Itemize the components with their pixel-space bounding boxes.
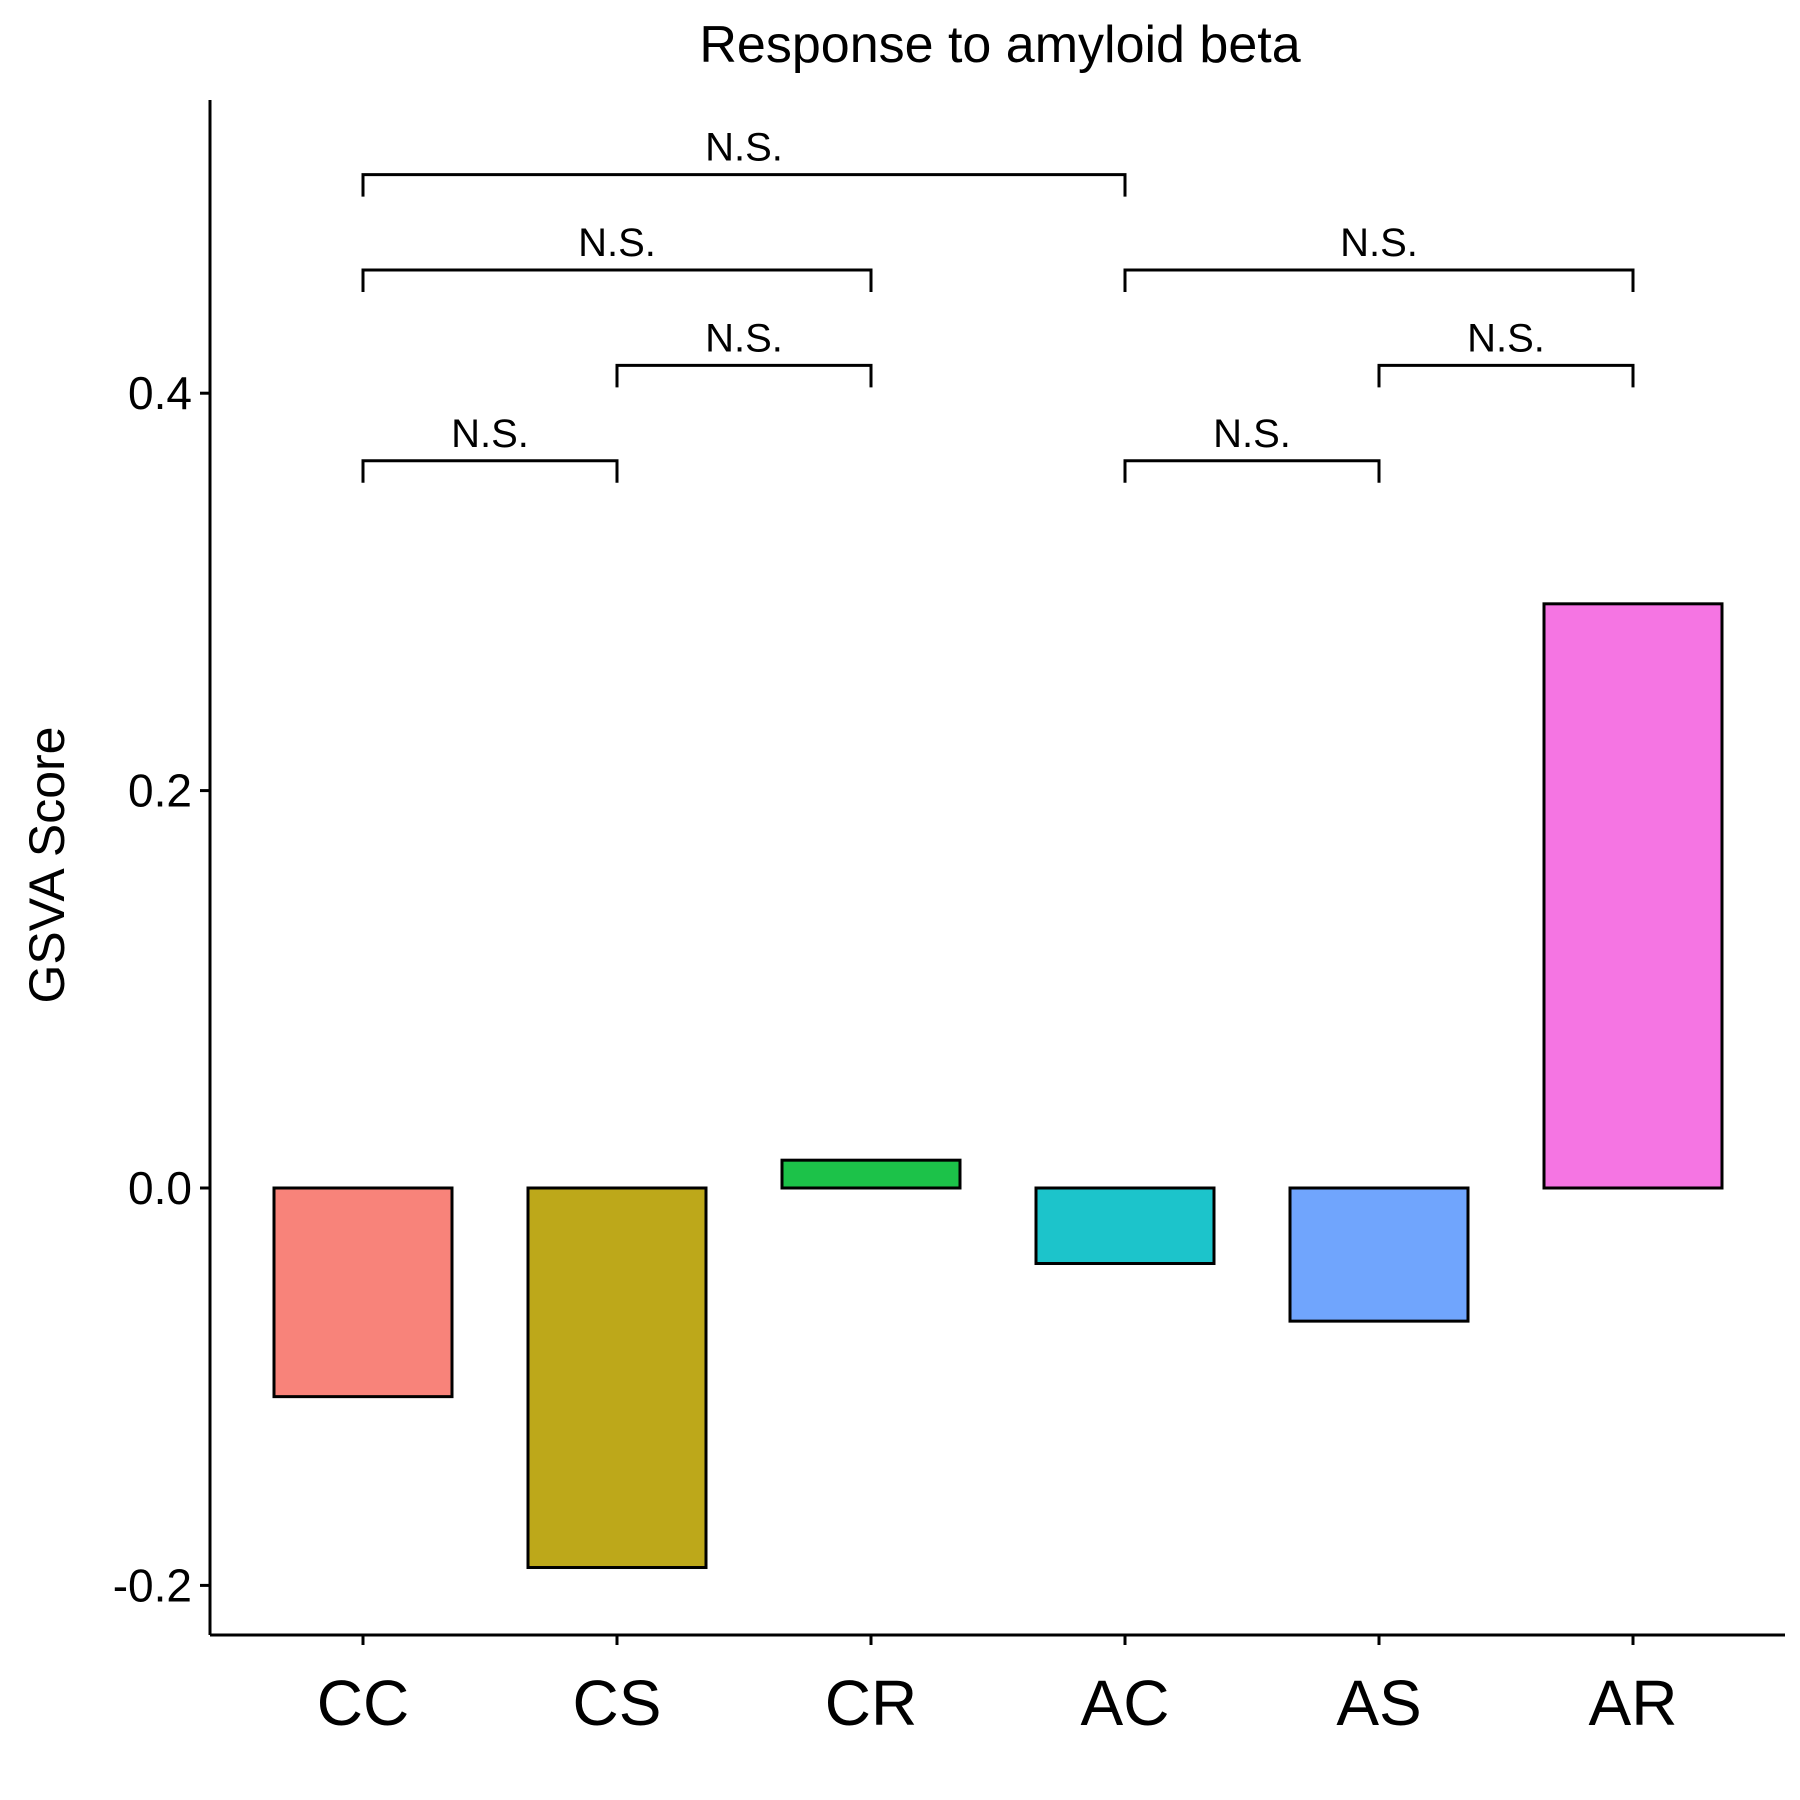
significance-bracket — [361, 459, 619, 483]
significance-brackets: N.S. N.S. N.S. N.S. N.S. N.S. N.S. — [361, 126, 1635, 483]
bar-ac — [1034, 1186, 1216, 1266]
x-tick-label: CS — [573, 1667, 662, 1739]
y-tick-label: 0.2 — [128, 765, 192, 817]
significance-bracket — [615, 363, 873, 388]
significance-label: N.S. — [705, 316, 783, 360]
y-axis: -0.2 0.0 0.2 0.4 — [113, 100, 212, 1635]
y-tick-label: -0.2 — [113, 1559, 192, 1611]
bar-as — [1288, 1186, 1470, 1323]
significance-bracket — [1123, 459, 1381, 483]
significance-label: N.S. — [451, 412, 529, 456]
x-tick-label: AR — [1589, 1667, 1678, 1739]
bar-cc — [272, 1186, 454, 1399]
x-tick-label: CC — [317, 1667, 409, 1739]
bar-cr — [780, 1158, 962, 1190]
y-tick-label: 0.0 — [128, 1162, 192, 1214]
bars-group — [272, 602, 1724, 1570]
significance-bracket — [361, 173, 1127, 197]
y-axis-label: GSVA Score — [19, 727, 75, 1004]
significance-label: N.S. — [705, 126, 783, 170]
significance-label: N.S. — [578, 221, 656, 265]
bar-ar — [1542, 602, 1724, 1190]
significance-bracket — [361, 268, 873, 293]
y-tick-label: 0.4 — [128, 367, 192, 419]
significance-label: N.S. — [1340, 221, 1418, 265]
x-tick-label: AS — [1336, 1667, 1421, 1739]
significance-label: N.S. — [1467, 316, 1545, 360]
significance-label: N.S. — [1213, 412, 1291, 456]
x-axis: CC CS CR AC AS AR — [210, 1633, 1785, 1739]
x-tick-label: AC — [1081, 1667, 1170, 1739]
chart-title: Response to amyloid beta — [699, 16, 1300, 74]
significance-bracket — [1123, 268, 1635, 293]
significance-bracket — [1377, 363, 1635, 388]
x-tick-label: CR — [825, 1667, 917, 1739]
bar-cs — [526, 1186, 708, 1570]
